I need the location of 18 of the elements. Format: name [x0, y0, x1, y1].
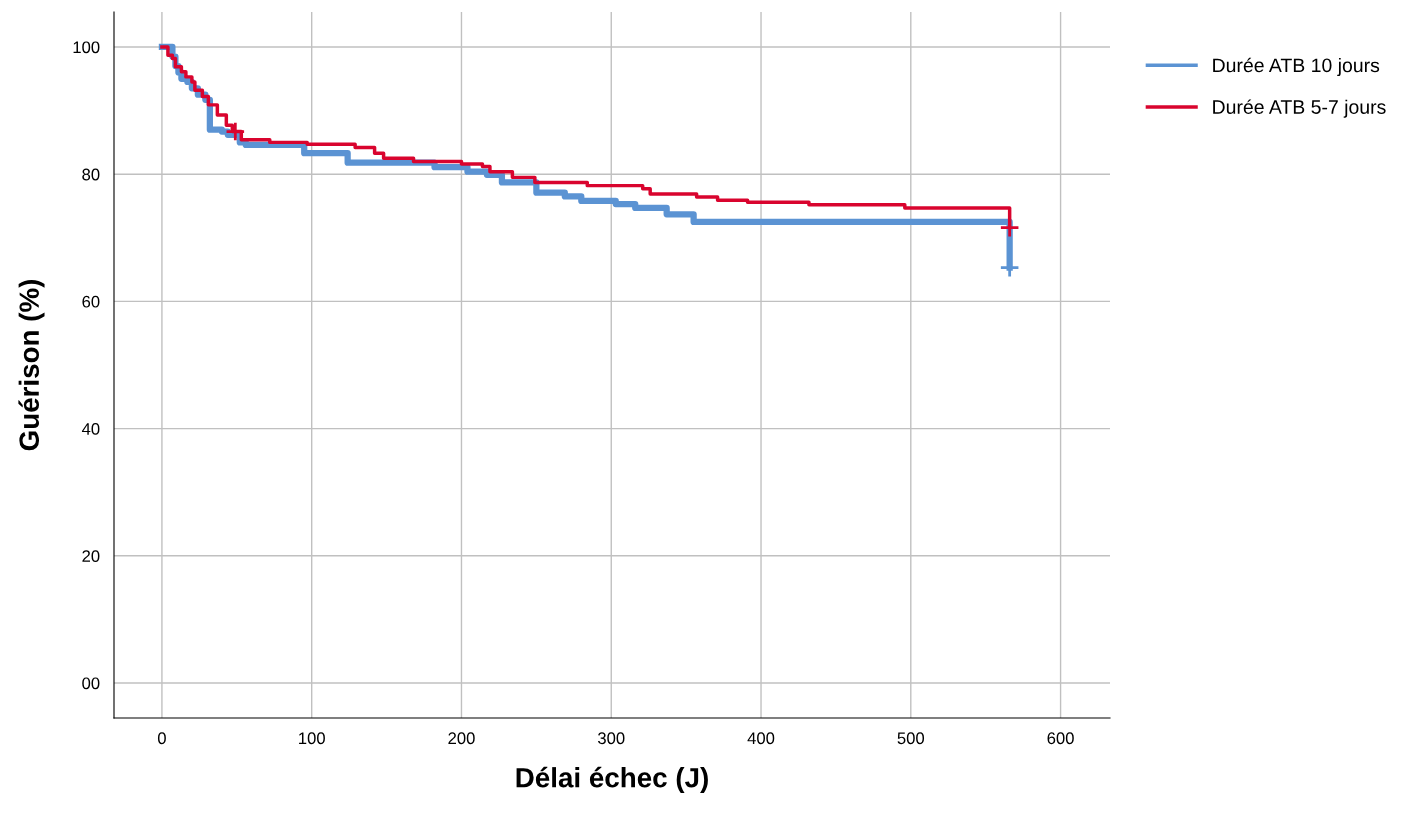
y-tick-label: 80 [82, 168, 100, 181]
x-tick-label: 500 [897, 732, 925, 745]
y-tick-label: 20 [82, 550, 100, 563]
legend-label: Durée ATB 5-7 jours [1213, 99, 1386, 118]
y-axis-title: Guérison (%) [18, 279, 45, 451]
legend-label: Durée ATB 10 jours [1213, 57, 1380, 77]
x-tick-label: 200 [448, 732, 475, 745]
x-axis-title: Délai échec (J) [516, 766, 708, 794]
x-tick-label: 600 [1047, 732, 1074, 745]
x-tick-label: 100 [299, 732, 325, 745]
y-tick-label: 40 [81, 423, 100, 435]
y-tick-label: 100 [73, 41, 100, 54]
point [225, 121, 246, 142]
x-tick-label: 400 [747, 732, 775, 745]
y-tick-label: 00 [82, 677, 100, 690]
x-tick-label: 0 [157, 732, 166, 745]
x-tick-label: 300 [597, 732, 625, 745]
y-tick-label: 60 [82, 295, 100, 308]
